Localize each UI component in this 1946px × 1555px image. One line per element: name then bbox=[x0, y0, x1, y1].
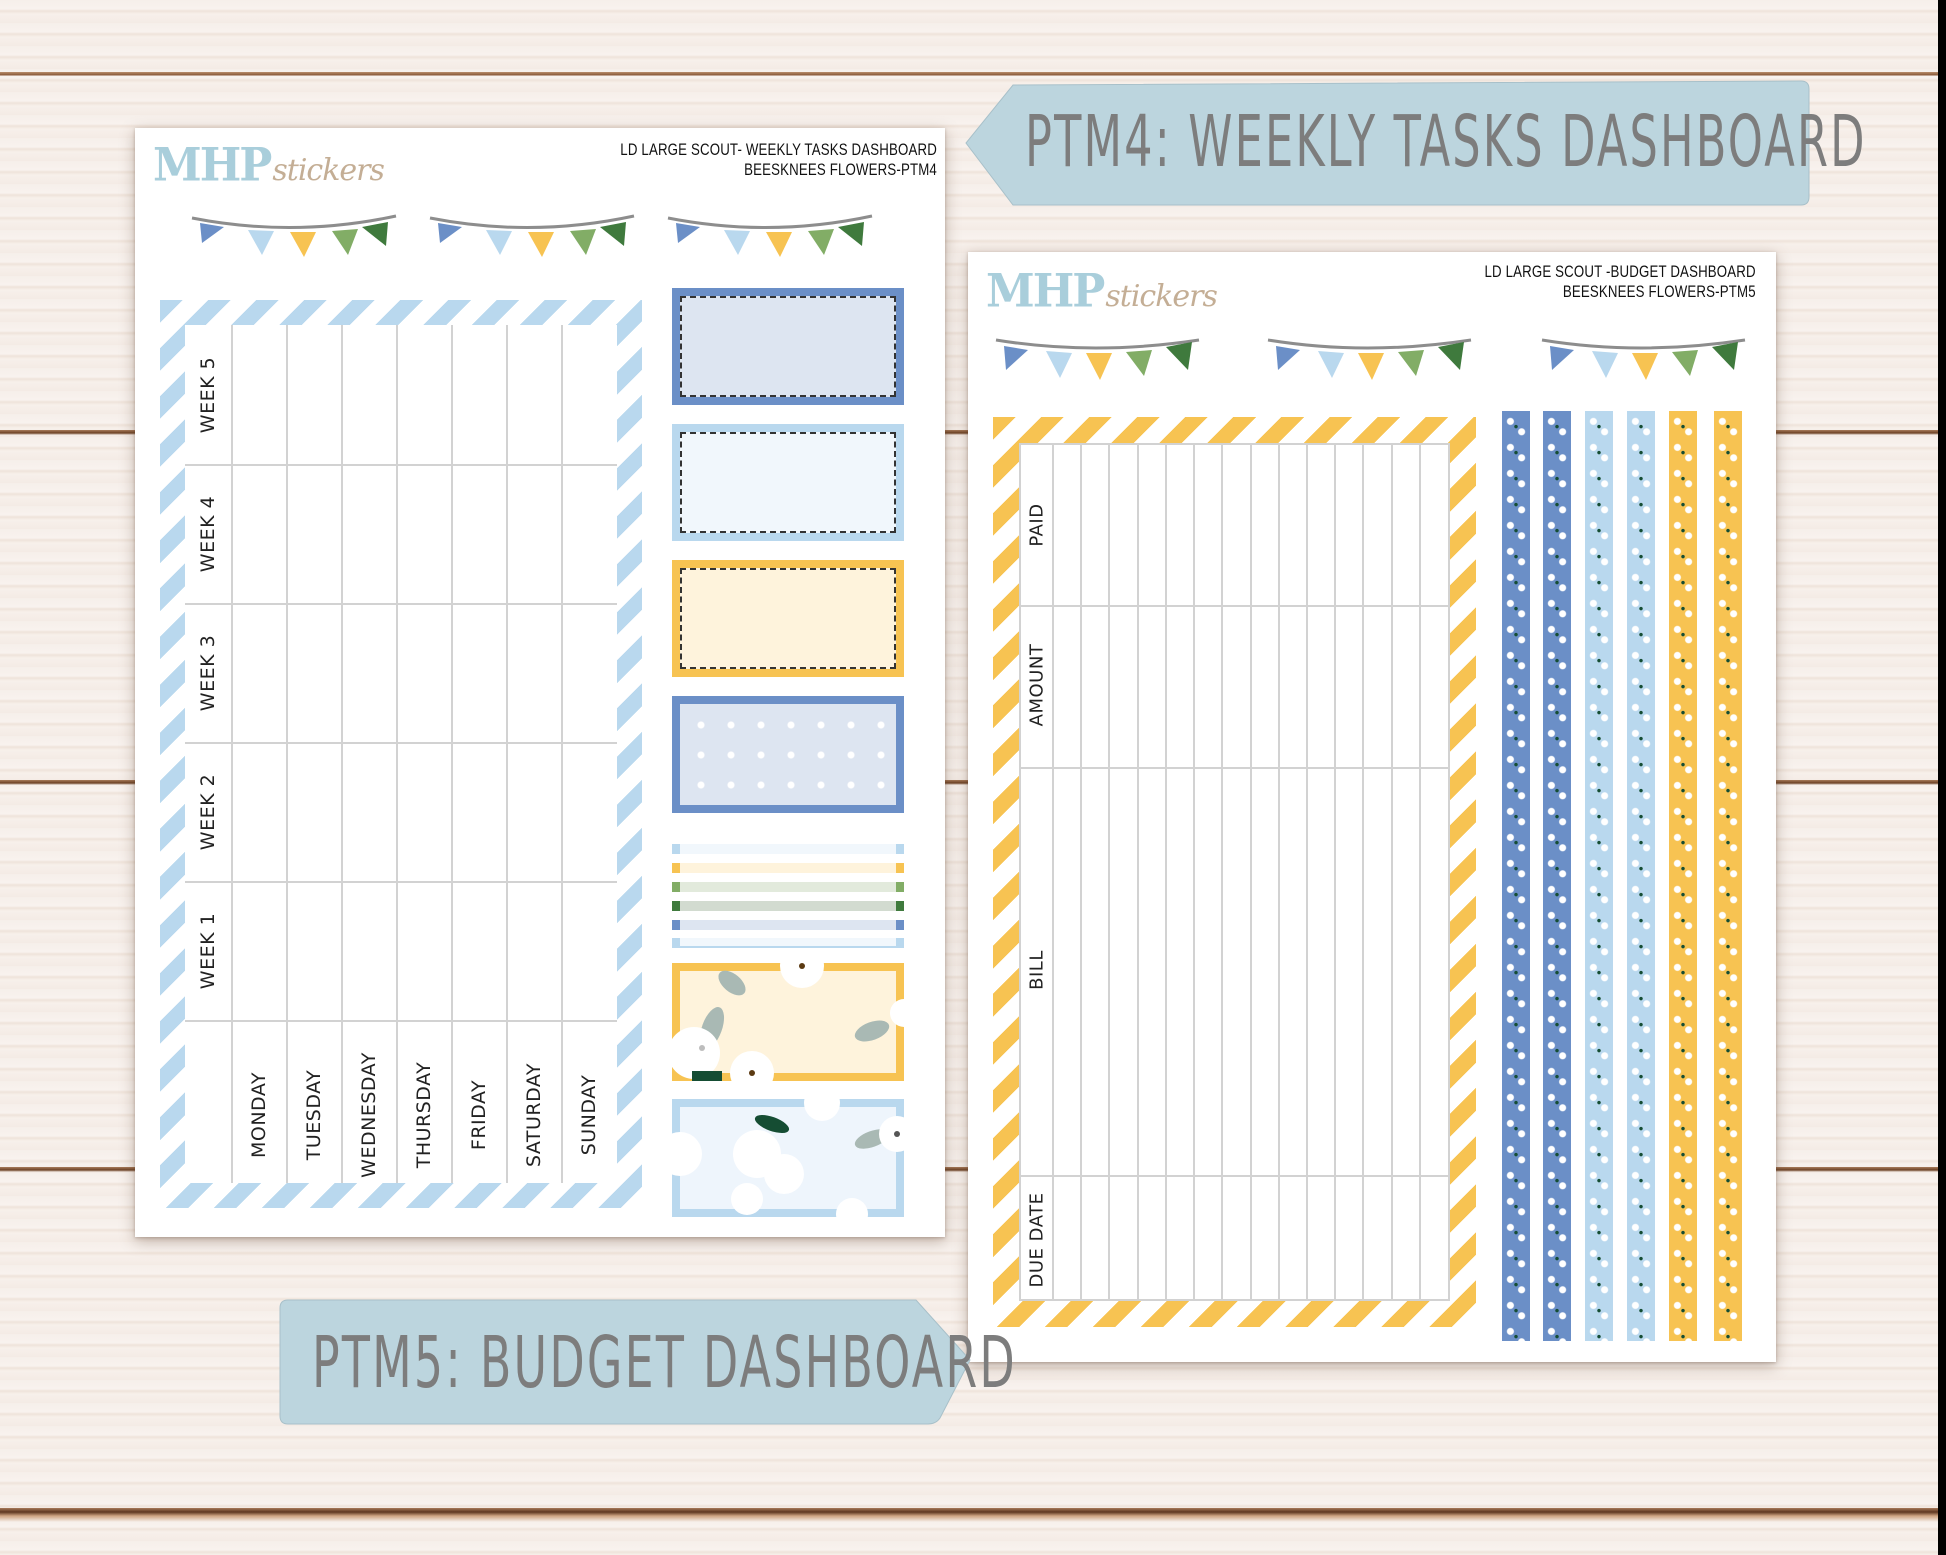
budget-sheet: MHP stickers LD LARGE SCOUT -BUDGET DASH… bbox=[968, 252, 1776, 1362]
grid-line bbox=[1362, 445, 1364, 1299]
amount-label: AMOUNT bbox=[1026, 643, 1048, 727]
day-tuesday-label: TUESDAY bbox=[303, 1069, 325, 1161]
week-1-label: WEEK 1 bbox=[197, 912, 219, 990]
grid-line bbox=[185, 464, 617, 466]
sticker-box-blue-dashed[interactable] bbox=[672, 288, 904, 405]
week-3-label: WEEK 3 bbox=[197, 634, 219, 712]
bunting-icon bbox=[995, 338, 1747, 382]
washi-strip-lightblue-2[interactable] bbox=[1627, 411, 1655, 1341]
grid-line bbox=[1108, 445, 1110, 1299]
grid-line bbox=[1419, 445, 1421, 1299]
banner-shape bbox=[965, 80, 1810, 206]
mhp-stickers-logo: MHP stickers bbox=[986, 264, 1218, 319]
grid-line bbox=[396, 325, 398, 1183]
grid-line bbox=[1250, 445, 1252, 1299]
washi-strip-yellow-2[interactable] bbox=[1714, 411, 1742, 1341]
ptm4-banner: PTM4: WEEKLY TASKS DASHBOARD bbox=[963, 77, 1865, 208]
grid-line bbox=[286, 325, 288, 1183]
washi-strip-blue-1[interactable] bbox=[1502, 411, 1530, 1341]
grid-line bbox=[1021, 605, 1448, 607]
logo-mhp: MHP bbox=[986, 264, 1105, 319]
week-2-label: WEEK 2 bbox=[197, 773, 219, 851]
day-monday-label: MONDAY bbox=[248, 1072, 270, 1158]
grid-line bbox=[1165, 445, 1167, 1299]
grid-line bbox=[185, 881, 617, 883]
sheet-title-line1: LD LARGE SCOUT -BUDGET DASHBOARD bbox=[1484, 262, 1756, 281]
sticker-box-yellow-floral[interactable] bbox=[672, 963, 904, 1081]
grid-line bbox=[185, 1020, 617, 1022]
grid-line bbox=[1193, 445, 1195, 1299]
grid-line bbox=[1080, 445, 1082, 1299]
due-date-label: DUE DATE bbox=[1026, 1192, 1048, 1288]
grid-line bbox=[185, 603, 617, 605]
budget-grid: PAID AMOUNT BILL DUE DATE bbox=[1019, 443, 1450, 1301]
grid-line bbox=[1221, 445, 1223, 1299]
sticker-box-yellow-dashed[interactable] bbox=[672, 560, 904, 677]
bunting-icon bbox=[191, 214, 874, 259]
ptm4-banner-text: PTM4: WEEKLY TASKS DASHBOARD bbox=[1025, 99, 1867, 184]
day-thursday-label: THURSDAY bbox=[413, 1061, 435, 1169]
ptm5-banner: PTM5: BUDGET DASHBOARD bbox=[276, 1294, 1015, 1429]
weekly-tasks-grid: WEEK 5 WEEK 4 WEEK 3 WEEK 2 WEEK 1 MONDA… bbox=[185, 325, 617, 1183]
budget-grid-frame: PAID AMOUNT BILL DUE DATE bbox=[993, 417, 1476, 1327]
flower-icon bbox=[672, 963, 904, 1081]
mhp-stickers-logo: MHP stickers bbox=[153, 138, 385, 193]
sticker-stripes[interactable] bbox=[672, 838, 904, 948]
grid-line bbox=[451, 325, 453, 1183]
sticker-box-blue-pattern[interactable] bbox=[672, 696, 904, 813]
grid-line bbox=[1052, 445, 1054, 1299]
grid-line bbox=[561, 325, 563, 1183]
grid-line bbox=[1334, 445, 1336, 1299]
sticker-box-lightblue-dashed[interactable] bbox=[672, 424, 904, 541]
grid-line bbox=[341, 325, 343, 1183]
day-sunday-label: SUNDAY bbox=[578, 1074, 600, 1156]
washi-strip-blue-2[interactable] bbox=[1543, 411, 1571, 1341]
sheet-title-line2: BEESKNEES FLOWERS-PTM5 bbox=[1563, 282, 1756, 301]
grid-line bbox=[1306, 445, 1308, 1299]
grid-line bbox=[506, 325, 508, 1183]
paid-label: PAID bbox=[1026, 503, 1048, 547]
flower-icon bbox=[672, 1099, 904, 1217]
day-saturday-label: SATURDAY bbox=[523, 1062, 545, 1168]
grid-line bbox=[231, 325, 233, 1183]
logo-mhp: MHP bbox=[153, 138, 272, 193]
grid-line bbox=[185, 742, 617, 744]
sheet-title: LD LARGE SCOUT- WEEKLY TASKS DASHBOARD B… bbox=[620, 140, 937, 180]
weekly-grid-frame: WEEK 5 WEEK 4 WEEK 3 WEEK 2 WEEK 1 MONDA… bbox=[160, 300, 642, 1208]
washi-strip-yellow-1[interactable] bbox=[1669, 411, 1697, 1341]
grid-line bbox=[1278, 445, 1280, 1299]
logo-stickers: stickers bbox=[272, 153, 385, 188]
washi-strip-lightblue-1[interactable] bbox=[1585, 411, 1613, 1341]
ptm5-banner-text: PTM5: BUDGET DASHBOARD bbox=[312, 1320, 1017, 1405]
sticker-box-lightblue-floral[interactable] bbox=[672, 1099, 904, 1217]
sheet-title-line1: LD LARGE SCOUT- WEEKLY TASKS DASHBOARD bbox=[620, 140, 937, 159]
bill-label: BILL bbox=[1026, 950, 1048, 990]
week-4-label: WEEK 4 bbox=[197, 495, 219, 573]
logo-stickers: stickers bbox=[1105, 279, 1218, 314]
image-edge bbox=[1938, 0, 1946, 1555]
grid-line bbox=[1391, 445, 1393, 1299]
sheet-title: LD LARGE SCOUT -BUDGET DASHBOARD BEESKNE… bbox=[1485, 262, 1756, 302]
grid-line bbox=[1021, 1175, 1448, 1177]
weekly-tasks-sheet: MHP stickers LD LARGE SCOUT- WEEKLY TASK… bbox=[135, 128, 945, 1237]
day-wednesday-label: WEDNESDAY bbox=[358, 1052, 380, 1178]
banner-shape bbox=[279, 1299, 971, 1425]
grid-line bbox=[1137, 445, 1139, 1299]
grid-line bbox=[1021, 767, 1448, 769]
day-friday-label: FRIDAY bbox=[468, 1079, 490, 1151]
week-5-label: WEEK 5 bbox=[197, 356, 219, 434]
sheet-title-line2: BEESKNEES FLOWERS-PTM4 bbox=[744, 160, 937, 179]
